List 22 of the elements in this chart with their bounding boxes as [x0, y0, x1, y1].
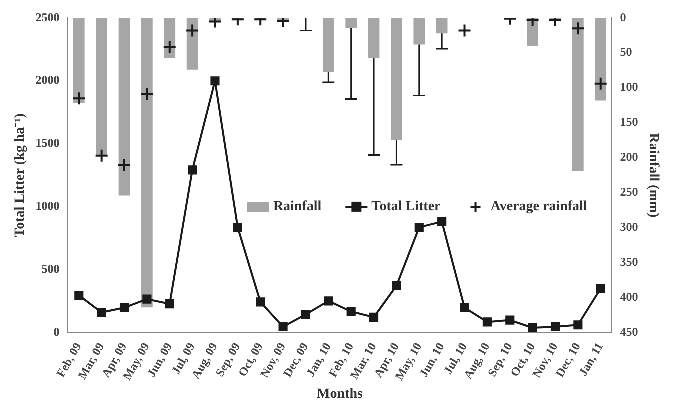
y2-tick-label: 200 [620, 150, 638, 164]
y2-tick-label: 50 [620, 45, 632, 60]
y-tick-label: 1500 [36, 136, 60, 150]
y2-tick-label: 350 [620, 254, 638, 269]
y2-tick-label: 400 [620, 290, 638, 304]
y2-tick-label: 250 [620, 185, 638, 200]
y2-tick-label: 450 [620, 324, 638, 339]
y-tick-label: 2500 [36, 10, 60, 24]
legend-label: Average rainfall [490, 200, 588, 215]
y-axis-title: Total Litter (kg ha⁻¹) [13, 113, 28, 238]
y2-tick-label: 150 [620, 115, 638, 130]
y2-tick-label: 300 [620, 220, 638, 234]
legend-label: Rainfall [273, 200, 322, 215]
x-axis-title: Months [317, 387, 364, 402]
y-tick-label: 1000 [36, 199, 60, 214]
y-tick-label: 0 [54, 324, 60, 339]
legend-label: Total Litter [372, 200, 441, 215]
y2-axis-title: Rainfall (mm) [646, 133, 661, 218]
y-tick-label: 500 [42, 262, 60, 276]
y2-tick-label: 0 [620, 10, 626, 24]
y2-tick-label: 100 [620, 80, 638, 94]
y-tick-label: 2000 [36, 73, 60, 88]
